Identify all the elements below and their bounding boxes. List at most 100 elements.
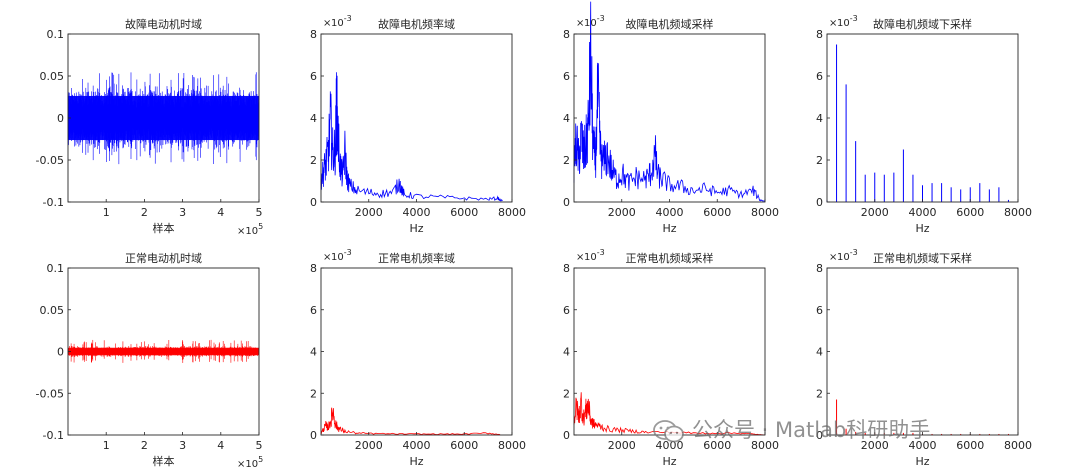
y-tick-label: 2 xyxy=(816,387,823,400)
x-axis-label: Hz xyxy=(915,222,929,235)
y-tick-label: -0.05 xyxy=(36,387,64,400)
y-exponent-label: 10-3 xyxy=(331,248,352,263)
y-tick-label: 8 xyxy=(563,28,570,41)
y-exponent-times: × xyxy=(323,18,331,29)
subplot-title: 正常电机频域采样 xyxy=(626,251,714,265)
series-line xyxy=(320,72,503,202)
x-tick-label: 6000 xyxy=(450,206,478,219)
subplot-title: 故障电机频域采样 xyxy=(626,17,714,31)
x-axis-label: Hz xyxy=(662,222,676,235)
y-tick-label: 4 xyxy=(563,112,570,125)
x-tick-label: 6000 xyxy=(703,206,731,219)
y-tick-label: 8 xyxy=(816,28,823,41)
subplot-4: 2000 4000 6000 8000 0 2 4 6 8 故障电机频域下采样 Hz 10-3× xyxy=(816,14,1032,235)
series-line xyxy=(320,407,501,435)
x-tick-label: 4000 xyxy=(656,206,684,219)
x-tick-label: 4000 xyxy=(909,206,937,219)
x-tick-label: 2000 xyxy=(355,439,383,452)
noise-core xyxy=(68,95,259,141)
subplot-title: 故障电机频域下采样 xyxy=(873,17,972,31)
y-tick-label: 0 xyxy=(310,429,317,442)
subplot-6: 2000 4000 6000 8000 0 2 4 6 8 正常电机频率域 Hz 10-3× xyxy=(310,248,526,468)
x-tick-label: 8000 xyxy=(751,439,779,452)
x-tick-label: 6000 xyxy=(956,439,984,452)
y-tick-label: 6 xyxy=(816,70,823,83)
x-tick-label: 4000 xyxy=(403,439,431,452)
wechat-icon xyxy=(653,420,684,443)
axes-box xyxy=(320,267,513,436)
y-exponent-times: × xyxy=(576,252,584,263)
y-tick-label: 0.05 xyxy=(40,304,65,317)
y-tick-label: 2 xyxy=(310,387,317,400)
x-tick-label: 6000 xyxy=(450,439,478,452)
x-tick-label: 2000 xyxy=(861,439,889,452)
x-tick-label: 2000 xyxy=(608,439,636,452)
x-tick-label: 6000 xyxy=(703,439,731,452)
x-axis-label: 样本 xyxy=(153,221,175,235)
y-exponent-label: 10-3 xyxy=(331,14,352,29)
x-tick-label: 2 xyxy=(141,206,148,219)
subplot-title: 故障电机频率域 xyxy=(378,17,455,31)
y-tick-label: 8 xyxy=(816,262,823,275)
y-tick-label: 0 xyxy=(310,196,317,209)
subplot-title: 正常电机频率域 xyxy=(378,251,455,265)
y-tick-label: 4 xyxy=(563,346,570,359)
x-tick-label: 2000 xyxy=(608,206,636,219)
subplot-2: 2000 4000 6000 8000 0 2 4 6 8 故障电机频率域 Hz 10-3× xyxy=(310,14,526,235)
y-tick-label: 6 xyxy=(816,304,823,317)
subplot-3: 2000 4000 6000 8000 0 2 4 6 8 故障电机频域采样 Hz 10-3× xyxy=(563,1,779,235)
watermark: 公众号 · Matlab科研助手 xyxy=(652,414,930,444)
axes-box xyxy=(573,267,766,436)
x-tick-label: 4000 xyxy=(909,439,937,452)
axes-box xyxy=(573,33,766,203)
y-exponent-times: × xyxy=(829,252,837,263)
y-tick-label: 0 xyxy=(563,429,570,442)
y-tick-label: 4 xyxy=(816,112,823,125)
y-exponent-label: 10-3 xyxy=(584,14,605,29)
y-tick-label: 0 xyxy=(816,429,823,442)
x-tick-label: 8000 xyxy=(751,206,779,219)
x-tick-label: 1 xyxy=(103,206,110,219)
y-tick-label: 0 xyxy=(816,196,823,209)
x-exponent-label: ×105 xyxy=(237,222,263,237)
y-tick-label: -0.1 xyxy=(43,196,64,209)
y-exponent-times: × xyxy=(829,18,837,29)
y-exponent-times: × xyxy=(576,18,584,29)
y-tick-label: 0 xyxy=(57,346,64,359)
x-axis-label: 样本 xyxy=(153,454,175,468)
y-exponent-label: 10-3 xyxy=(837,248,858,263)
x-tick-label: 6000 xyxy=(956,206,984,219)
y-tick-label: 8 xyxy=(563,262,570,275)
y-tick-label: 0.1 xyxy=(47,262,65,275)
y-tick-label: 2 xyxy=(816,154,823,167)
axes-box xyxy=(320,33,513,203)
y-tick-label: 0 xyxy=(563,196,570,209)
y-tick-label: 4 xyxy=(310,112,317,125)
x-tick-label: 3 xyxy=(179,206,186,219)
subplot-title: 正常电动机时域 xyxy=(125,251,202,265)
y-exponent-times: × xyxy=(323,252,331,263)
y-exponent-label: 10-3 xyxy=(837,14,858,29)
y-tick-label: 0.1 xyxy=(47,28,65,41)
y-tick-label: 6 xyxy=(563,70,570,83)
subplot-title: 正常电机频域下采样 xyxy=(873,251,972,265)
y-tick-label: -0.05 xyxy=(36,154,64,167)
y-tick-label: 0 xyxy=(57,112,64,125)
x-tick-label: 4 xyxy=(217,206,224,219)
y-tick-label: 4 xyxy=(310,346,317,359)
x-tick-label: 8000 xyxy=(498,439,526,452)
y-tick-label: -0.1 xyxy=(43,429,64,442)
y-tick-label: 2 xyxy=(563,387,570,400)
watermark-text: 公众号 · Matlab科研助手 xyxy=(692,418,931,442)
y-tick-label: 0.05 xyxy=(40,70,65,83)
x-tick-label: 4000 xyxy=(403,206,431,219)
x-tick-label: 2 xyxy=(141,439,148,452)
x-tick-label: 5 xyxy=(256,206,263,219)
x-tick-label: 8000 xyxy=(1004,206,1032,219)
series-line xyxy=(573,392,766,436)
x-tick-label: 8000 xyxy=(498,206,526,219)
x-tick-label: 4 xyxy=(217,439,224,452)
noise-core xyxy=(68,347,259,356)
